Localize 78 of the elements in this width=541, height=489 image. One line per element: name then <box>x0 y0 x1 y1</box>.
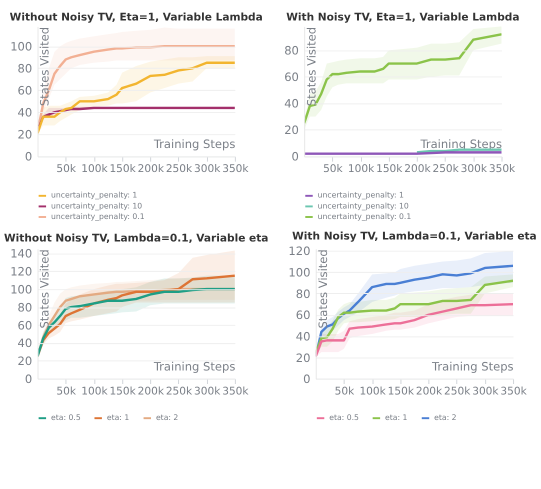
chart-title: Without Noisy TV, Eta=1, Variable Lambda <box>10 12 263 24</box>
y-tick-label: 100 <box>10 282 32 296</box>
chart-title: Without Noisy TV, Lambda=0.1, Variable eta <box>4 232 268 245</box>
legend-label: uncertainty_penalty: 10 <box>51 201 142 210</box>
y-tick-label: 0 <box>24 150 32 164</box>
x-tick-label: 50k <box>334 386 356 398</box>
x-tick-label: 100k <box>81 386 108 398</box>
x-tick-label: 200k <box>138 163 165 176</box>
x-tick-label: 300k <box>194 386 222 398</box>
chart-title: With Noisy TV, Lambda=0.1, Variable eta <box>292 230 537 242</box>
legend-label: eta: 2 <box>156 413 178 422</box>
y-tick-label: 80 <box>284 44 299 58</box>
x-tick-label: 200k <box>404 163 432 176</box>
y-tick-label: 60 <box>284 70 299 84</box>
y-tick-label: 80 <box>18 300 32 314</box>
x-tick-label: 250k <box>432 163 460 176</box>
y-tick-label: 60 <box>18 84 32 98</box>
y-tick-label: 80 <box>296 286 310 301</box>
y-tick-label: 40 <box>18 106 32 120</box>
x-tick-label: 350k <box>500 386 528 398</box>
y-tick-label: 20 <box>284 123 299 138</box>
x-tick-label: 50k <box>323 163 344 176</box>
legend-label: eta: 0.5 <box>329 413 360 422</box>
legend-label: uncertainty_penalty: 0.1 <box>318 212 412 221</box>
x-tick-label: 350k <box>488 163 516 176</box>
x-tick-label: 100k <box>359 386 387 398</box>
y-tick-label: 0 <box>292 150 299 164</box>
y-tick-label: 40 <box>284 96 299 111</box>
x-tick-label: 150k <box>388 386 415 398</box>
y-tick-label: 100 <box>10 40 32 54</box>
y-tick-label: 20 <box>18 128 32 142</box>
legend-label: uncertainty_penalty: 1 <box>318 190 404 200</box>
x-tick-label: 250k <box>166 386 194 398</box>
x-tick-label: 350k <box>222 163 250 176</box>
x-axis-title: Training Steps <box>152 360 236 374</box>
y-tick-label: 120 <box>10 264 32 279</box>
y-axis-title: States Visited <box>316 249 330 329</box>
y-axis-title: States Visited <box>38 249 52 329</box>
legend-label: eta: 2 <box>434 413 457 422</box>
legend-label: eta: 1 <box>106 413 130 422</box>
x-axis-title: Training Steps <box>431 360 514 374</box>
y-tick-label: 40 <box>296 329 310 344</box>
y-tick-label: 60 <box>18 318 32 332</box>
y-tick-label: 20 <box>296 350 310 365</box>
y-tick-label: 140 <box>10 246 32 261</box>
x-tick-label: 150k <box>109 163 137 176</box>
legend-label: uncertainty_penalty: 10 <box>318 201 409 210</box>
y-tick-label: 80 <box>18 62 32 76</box>
x-tick-label: 250k <box>444 386 472 398</box>
x-tick-label: 300k <box>460 163 488 176</box>
x-tick-label: 200k <box>138 386 165 398</box>
x-tick-label: 250k <box>166 163 194 176</box>
x-tick-label: 300k <box>472 386 500 398</box>
y-axis-title: States Visited <box>38 26 52 106</box>
y-tick-label: 40 <box>18 336 32 350</box>
x-tick-label: 100k <box>348 163 376 176</box>
y-tick-label: 60 <box>296 308 310 322</box>
y-tick-label: 100 <box>288 266 310 280</box>
legend-label: eta: 0.5 <box>51 413 81 422</box>
y-tick-label: 0 <box>24 372 32 386</box>
x-tick-label: 300k <box>194 163 222 176</box>
x-tick-label: 50k <box>56 163 77 176</box>
x-tick-label: 50k <box>56 386 77 398</box>
chart-title: With Noisy TV, Eta=1, Variable Lambda <box>286 12 520 24</box>
x-tick-label: 350k <box>222 386 250 398</box>
y-tick-label: 20 <box>18 354 32 368</box>
y-tick-label: 120 <box>288 244 310 258</box>
x-tick-label: 150k <box>376 163 404 176</box>
x-axis-title: Training Steps <box>419 137 502 152</box>
y-axis-title: States Visited <box>304 26 318 106</box>
x-tick-label: 150k <box>109 386 137 398</box>
legend-label: uncertainty_penalty: 1 <box>51 190 138 200</box>
x-axis-title: Training Steps <box>152 137 236 152</box>
y-tick-label: 0 <box>303 372 310 386</box>
x-tick-label: 100k <box>81 163 108 176</box>
legend-label: eta: 1 <box>385 413 408 422</box>
x-tick-label: 200k <box>416 386 444 398</box>
legend-label: uncertainty_penalty: 0.1 <box>51 212 145 221</box>
